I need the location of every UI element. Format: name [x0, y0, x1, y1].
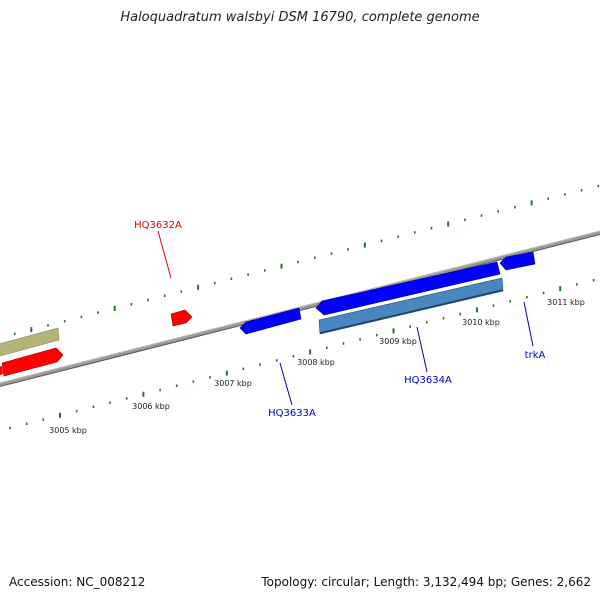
- gene-feature-trka[interactable]: [499, 251, 536, 271]
- gene-feature-hq3634a-steel[interactable]: [318, 277, 504, 335]
- gene-feature-hq3634a-blue[interactable]: [315, 261, 501, 316]
- gene-feature-tan[interactable]: [0, 327, 60, 357]
- gene-feature-hq3633a[interactable]: [239, 307, 302, 335]
- scale-label-3005: 3005 kbp: [49, 426, 87, 435]
- gene-feature-hq3632a[interactable]: [170, 309, 193, 327]
- scale-labels: 3005 kbp 3006 kbp 3007 kbp 3008 kbp 3009…: [49, 298, 585, 435]
- gene-feature-red-left[interactable]: [1, 347, 64, 377]
- gene-label-hq3632a[interactable]: HQ3632A: [134, 220, 182, 231]
- gene-label-hq3633a[interactable]: HQ3633A: [268, 408, 316, 419]
- gene-labels: HQ3632A HQ3633A HQ3634A trkA: [134, 220, 545, 419]
- accession-text: Accession: NC_008212: [9, 575, 146, 589]
- gene-label-trka[interactable]: trkA: [525, 350, 546, 361]
- scale-label-3007: 3007 kbp: [214, 379, 252, 388]
- genome-title: Haloquadratum walsbyi DSM 16790, complet…: [120, 10, 480, 25]
- gene-features: [0, 251, 536, 377]
- gene-feature-red-edge[interactable]: [0, 366, 3, 377]
- upper-tick-track: [13, 184, 600, 335]
- scale-label-3010: 3010 kbp: [462, 318, 500, 327]
- lower-tick-track: [9, 279, 595, 430]
- scale-label-3009: 3009 kbp: [379, 337, 417, 346]
- scale-label-3006: 3006 kbp: [132, 402, 170, 411]
- scale-label-3011: 3011 kbp: [547, 298, 585, 307]
- scale-label-3008: 3008 kbp: [297, 358, 335, 367]
- genome-summary-text: Topology: circular; Length: 3,132,494 bp…: [261, 575, 591, 589]
- gene-label-leaders: [157, 230, 534, 406]
- gene-label-hq3634a[interactable]: HQ3634A: [404, 375, 452, 386]
